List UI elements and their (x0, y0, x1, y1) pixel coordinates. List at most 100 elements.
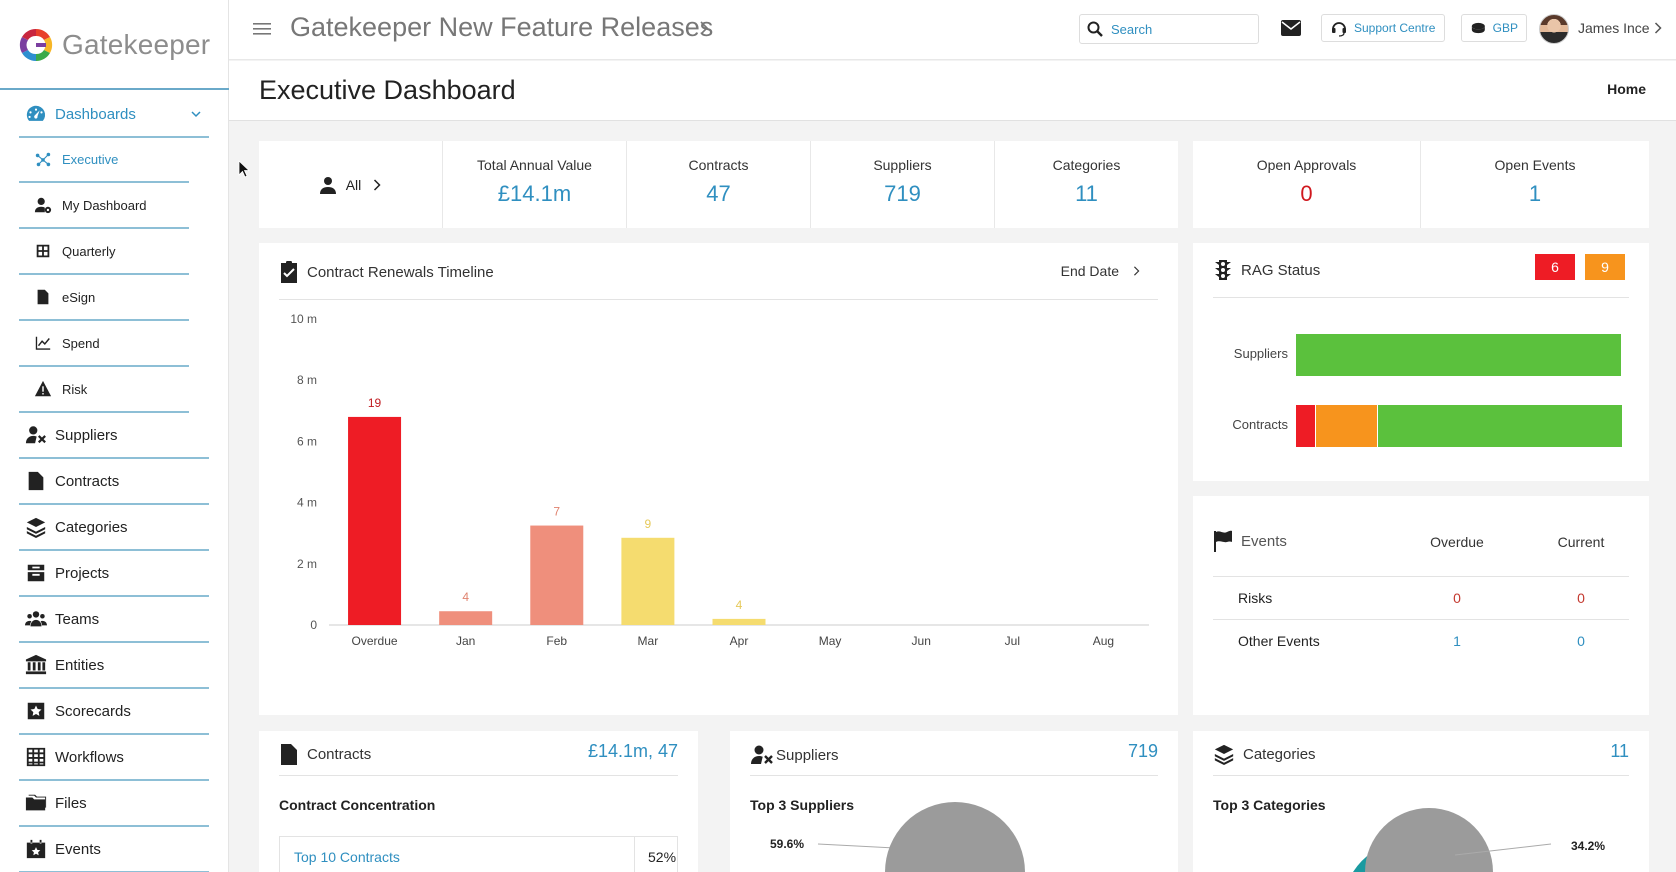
sidebar-item-label: Entities (55, 656, 105, 674)
events-row-risks-overdue[interactable]: 0 (1453, 590, 1461, 606)
support-centre-button[interactable]: Support Centre (1321, 14, 1445, 42)
avatar[interactable] (1539, 14, 1569, 44)
sidebar-item-label: Categories (55, 518, 128, 536)
currency-button[interactable]: GBP (1461, 14, 1527, 42)
chevron-down-icon[interactable] (191, 109, 201, 119)
sidebar-item-label: Scorecards (55, 702, 131, 720)
user-name[interactable]: James Ince (1578, 20, 1650, 36)
sidebar-item-files[interactable]: Files (19, 781, 209, 827)
card-title: Suppliers (750, 743, 839, 767)
stat-contracts[interactable]: Contracts 47 (627, 141, 811, 228)
rag-red-badge[interactable]: 6 (1535, 254, 1575, 280)
bar-count-label: 4 (462, 590, 469, 604)
chevron-right-icon[interactable] (699, 21, 709, 35)
supplier-icon (751, 745, 773, 764)
y-tick-label: 6 m (297, 434, 317, 448)
rag-row-label: Contracts (1232, 417, 1288, 432)
sidebar-item-spend[interactable]: Spend (19, 321, 189, 367)
events-row-risks-current[interactable]: 0 (1577, 590, 1585, 606)
card-title: Categories (1213, 743, 1316, 765)
sidebar-item-label: eSign (62, 289, 96, 305)
rag-bar-red[interactable] (1296, 405, 1316, 447)
suppliers-panel: Suppliers 719 Top 3 Suppliers 59.6% (730, 731, 1178, 872)
chevron-right-icon (1134, 266, 1140, 276)
sort-dropdown[interactable]: End Date (1061, 263, 1140, 279)
chevron-right-icon[interactable] (1654, 22, 1662, 34)
sidebar-item-esign[interactable]: eSign (19, 275, 189, 321)
bar-feb[interactable] (530, 525, 584, 625)
sidebar-item-dashboards[interactable]: Dashboards (19, 92, 209, 138)
workspace-title[interactable]: Gatekeeper New Feature Releases (290, 12, 714, 42)
card-title-text: Categories (1243, 745, 1316, 763)
rag-amber-badge[interactable]: 9 (1585, 254, 1625, 280)
stat-categories[interactable]: Categories 11 (995, 141, 1178, 228)
contracts-panel: Contracts £14.1m, 47 Contract Concentrat… (259, 731, 698, 872)
sidebar: Gatekeeper Dashboards Executive My Dashb… (0, 0, 229, 872)
bar-overdue[interactable] (348, 416, 402, 625)
app-logo[interactable]: Gatekeeper (18, 24, 210, 66)
search-box[interactable] (1079, 14, 1259, 44)
mail-icon[interactable] (1281, 20, 1301, 36)
user-gear-icon (34, 197, 52, 214)
owner-filter[interactable]: All (259, 141, 443, 228)
card-divider (1213, 775, 1629, 776)
sidebar-item-scorecards[interactable]: Scorecards (19, 689, 209, 735)
top-contracts-link[interactable]: Top 10 Contracts (294, 849, 400, 865)
search-input[interactable] (1111, 21, 1251, 37)
rag-bar-amber[interactable] (1316, 405, 1378, 447)
sidebar-item-categories[interactable]: Categories (19, 505, 209, 551)
categories-summary[interactable]: 11 (1610, 741, 1629, 761)
row-divider (1213, 619, 1629, 620)
sidebar-item-contracts[interactable]: Contracts (19, 459, 209, 505)
pie-slice (1365, 808, 1493, 872)
sidebar-item-my-dashboard[interactable]: My Dashboard (19, 183, 189, 229)
sidebar-item-workflows[interactable]: Workflows (19, 735, 209, 781)
bar-count-label: 9 (645, 517, 652, 531)
stat-label: Total Annual Value (477, 157, 592, 173)
layers-icon (1214, 744, 1234, 765)
sidebar-item-entities[interactable]: Entities (19, 643, 209, 689)
stat-open-approvals[interactable]: Open Approvals 0 (1193, 141, 1421, 228)
bar-mar[interactable] (621, 537, 675, 625)
sidebar-item-executive[interactable]: Executive (19, 137, 189, 183)
breadcrumb-home[interactable]: Home (1607, 81, 1646, 97)
page-header: Executive Dashboard Home (229, 61, 1676, 121)
bar-jan[interactable] (439, 611, 493, 625)
sidebar-item-events[interactable]: Events (19, 827, 209, 872)
bar-count-label: 7 (553, 505, 560, 519)
events-row-other-overdue[interactable]: 1 (1453, 633, 1461, 649)
stat-suppliers[interactable]: Suppliers 719 (811, 141, 995, 228)
stat-total-annual-value[interactable]: Total Annual Value £14.1m (443, 141, 627, 228)
user-icon (319, 176, 336, 194)
filter-label: All (345, 176, 362, 193)
y-tick-label: 4 m (297, 496, 317, 510)
sidebar-item-risk[interactable]: Risk (19, 367, 189, 413)
suppliers-summary[interactable]: 719 (1127, 741, 1158, 761)
sidebar-item-label: Contracts (55, 472, 120, 490)
team-icon (25, 611, 47, 627)
x-tick-label: May (819, 634, 842, 648)
contracts-summary[interactable]: £14.1m, 47 (587, 741, 678, 761)
sidebar-item-projects[interactable]: Projects (19, 551, 209, 597)
stat-open-events[interactable]: Open Events 1 (1421, 141, 1649, 228)
sidebar-item-suppliers[interactable]: Suppliers (19, 413, 209, 459)
file-check-icon (281, 261, 297, 283)
sidebar-item-label: Suppliers (55, 426, 118, 444)
scorecard-icon (27, 702, 45, 720)
x-tick-label: Jun (912, 634, 931, 648)
rag-bar-green[interactable] (1296, 334, 1622, 376)
rag-bar-green[interactable] (1378, 405, 1623, 447)
sidebar-item-quarterly[interactable]: Quarterly (19, 229, 189, 275)
sidebar-item-teams[interactable]: Teams (19, 597, 209, 643)
coins-icon (1471, 22, 1485, 34)
events-row-other-current[interactable]: 0 (1577, 633, 1585, 649)
stat-label: Open Approvals (1256, 157, 1357, 173)
sidebar-item-label: Projects (55, 564, 110, 582)
line-chart-icon (35, 336, 51, 350)
events-card: Events Overdue Current Risks 0 0 Other E… (1193, 496, 1649, 715)
bar-apr[interactable] (712, 618, 766, 625)
supplier-icon (25, 426, 46, 444)
suppliers-pie-chart (817, 802, 1025, 872)
traffic-light-icon (1215, 260, 1231, 280)
hamburger-menu-icon[interactable] (253, 21, 271, 37)
